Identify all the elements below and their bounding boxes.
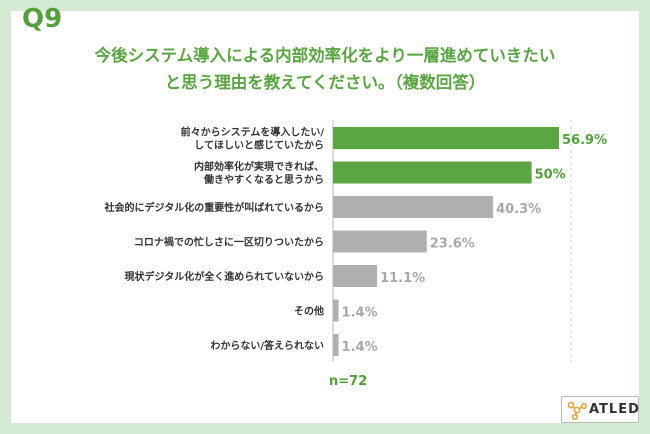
bar-3 [333,196,494,218]
bar-4 [333,230,427,253]
chart-title: 今後システム導入による内部効率化をより一層進めていきたい と思う理由を教えてくだ… [0,42,650,96]
title-line-2: と思う理由を教えてください。（複数回答） [164,73,486,92]
value-label-4: 23.6% [430,237,475,252]
title-line-1: 今後システム導入による内部効率化をより一層進めていきたい [94,46,556,65]
category-label-7: わからない/答えられない [210,339,324,352]
question-number: Q9 [22,4,63,34]
category-label-1-line-1: 前々からシステムを導入したい/ [181,126,325,139]
bar-1 [333,127,559,149]
chart-card [11,11,639,423]
bar-2 [333,161,532,184]
value-label-6: 1.4% [342,306,378,321]
category-label-2-line-1: 内部効率化が実現できれば、 [194,160,324,173]
value-label-3: 40.3% [496,202,541,217]
logo-text: ATLED [589,402,640,417]
category-label-6: その他 [294,305,324,318]
value-label-1: 56.9% [562,133,607,148]
bar-6 [333,299,339,322]
value-label-7: 1.4% [342,340,378,355]
sample-size-label: n=72 [329,374,368,389]
value-label-2: 50% [535,168,566,183]
logo-mark-icon [567,401,588,421]
category-label-1-line-2: してほしいと感じていたから [194,139,324,152]
bar-5 [333,265,378,287]
category-label-3: 社会的にデジタル化の重要性が叫ばれているから [104,201,325,214]
bar-7 [333,334,339,356]
category-label-4: コロナ禍での忙しさに一区切りついたから [134,236,324,249]
value-label-5: 11.1% [380,271,425,286]
category-label-5: 現状デジタル化が全く進められていないから [125,270,325,283]
category-label-2-line-2: 働きやすくなると思うから [203,173,324,186]
atled-logo: ATLED [561,396,639,423]
